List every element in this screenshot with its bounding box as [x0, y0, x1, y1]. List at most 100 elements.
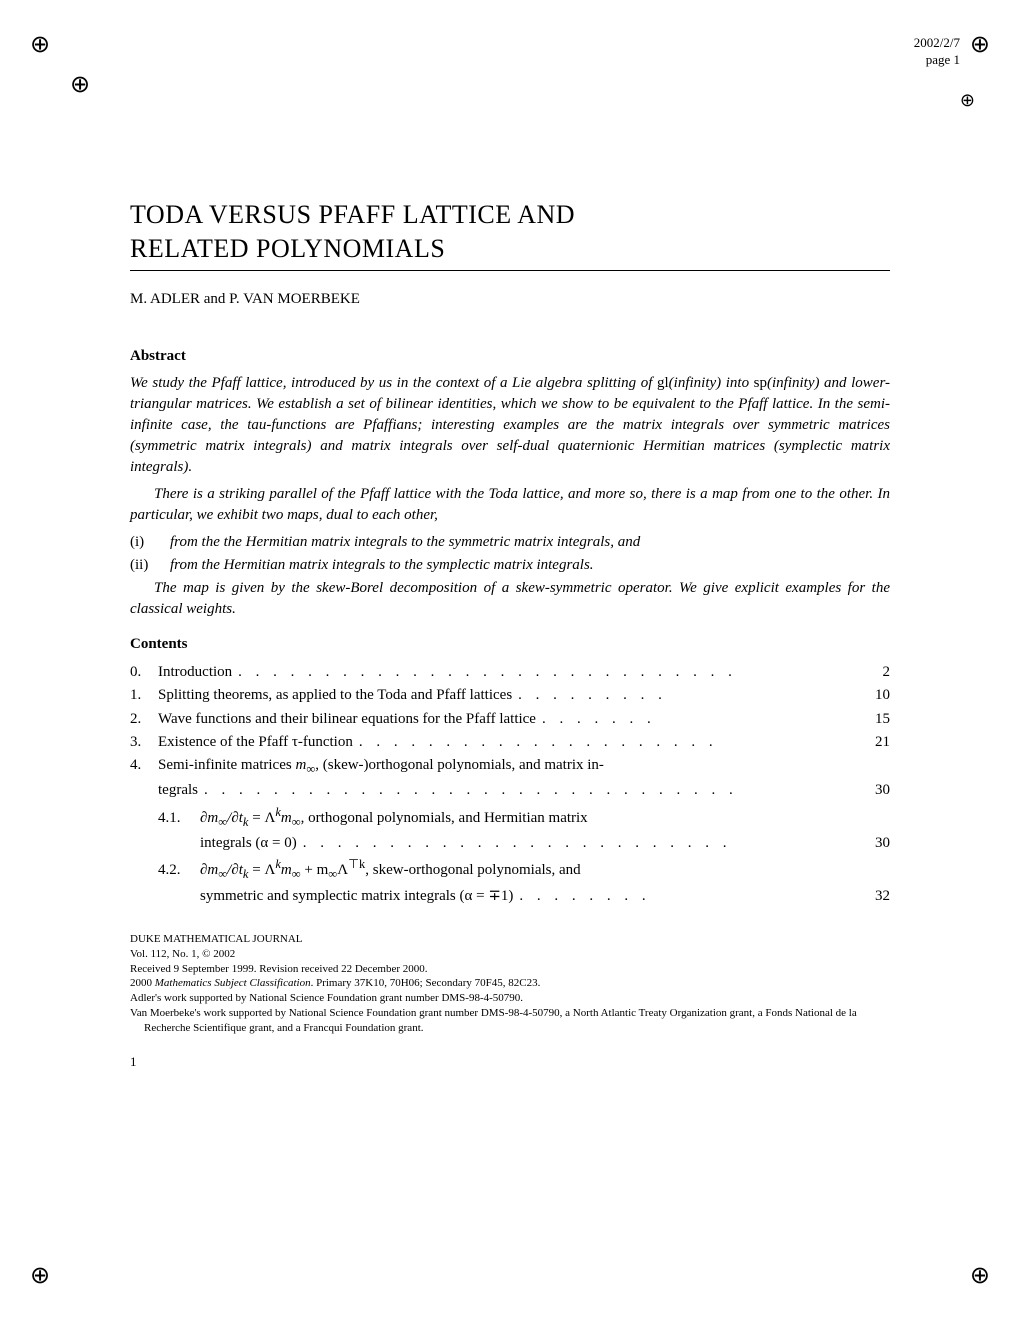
abstract-item-ii: (ii) from the Hermitian matrix integrals…: [130, 555, 890, 576]
t42h: ∞: [292, 867, 301, 881]
toc-row-4-1: 4.1. ∂m∞/∂tk = Λkm∞, orthogonal polynomi…: [130, 803, 890, 832]
abstract-item-ii-text: from the Hermitian matrix integrals to t…: [170, 555, 594, 576]
toc-dots: . . . . . . . . . . . . . . . . . . . . …: [303, 832, 854, 855]
toc-num-4: 4.: [130, 754, 158, 777]
abstract-p1-b: (infinity) into: [669, 375, 754, 391]
crop-mark-br: ⊕: [970, 1261, 990, 1290]
t41h: ∞: [292, 815, 301, 829]
footer-l2: Vol. 112, No. 1, © 2002: [130, 947, 890, 962]
abstract-p1: We study the Pfaff lattice, introduced b…: [130, 373, 890, 478]
t42k: Λ: [337, 862, 348, 878]
abstract-item-i-label: (i): [130, 532, 170, 553]
toc-label-3: Existence of the Pfaff τ-function: [158, 731, 359, 754]
page-number: 1: [130, 1054, 890, 1070]
footer-l6: Van Moerbeke's work supported by Nationa…: [130, 1006, 890, 1036]
crop-page-label: page 1: [914, 52, 960, 69]
abstract-body: We study the Pfaff lattice, introduced b…: [130, 373, 890, 526]
t42c: /∂t: [227, 862, 243, 878]
toc-page-4: 30: [854, 779, 890, 802]
toc-4-d: , (skew-)orthogonal polynomials, and mat…: [315, 757, 604, 773]
footer-l4: 2000 Mathematics Subject Classification.…: [130, 976, 890, 991]
toc-dots: . . . . . . .: [542, 708, 854, 731]
abstract-p1-a: We study the Pfaff lattice, introduced b…: [130, 375, 657, 391]
t42m: , skew-orthogonal polynomials, and: [365, 862, 580, 878]
footer-l4c: . Primary 37K10, 70H06; Secondary 70F45,…: [311, 977, 541, 989]
toc-num-2: 2.: [130, 708, 158, 731]
toc-page-0: 2: [854, 661, 890, 684]
toc-dots: . . . . . . . . . . . . . . . . . . . . …: [359, 731, 854, 754]
abstract-p3: The map is given by the skew-Borel decom…: [130, 578, 890, 620]
journal-footer: DUKE MATHEMATICAL JOURNAL Vol. 112, No. …: [130, 932, 890, 1036]
abstract-p1-sp: sp: [754, 375, 767, 391]
toc-label-0: Introduction: [158, 661, 238, 684]
toc-label-4-cont: tegrals: [158, 779, 204, 802]
crop-mark-bl: ⊕: [30, 1261, 50, 1290]
crop-date: 2002/2/7: [914, 35, 960, 52]
t41a: ∂m: [200, 810, 218, 826]
toc-num-0: 0.: [130, 661, 158, 684]
footer-l4b: Mathematics Subject Classification: [155, 977, 311, 989]
toc-dots: . . . . . . . . . . . . . . . . . . . . …: [204, 779, 854, 802]
toc-4-b: m: [295, 757, 306, 773]
abstract-item-i-text: from the the Hermitian matrix integrals …: [170, 532, 640, 553]
t42b: ∞: [218, 867, 227, 881]
toc-page-4-1: 30: [854, 832, 890, 855]
abstract-p2: There is a striking parallel of the Pfaf…: [130, 484, 890, 526]
toc-row-2: 2. Wave functions and their bilinear equ…: [130, 708, 890, 731]
t42e: = Λ: [248, 862, 275, 878]
abstract-list: (i) from the the Hermitian matrix integr…: [130, 532, 890, 576]
crop-mark-tl2: ⊕: [70, 70, 90, 99]
toc-label-4-2-cont: symmetric and symplectic matrix integral…: [200, 885, 519, 908]
toc-label-4-1: ∂m∞/∂tk = Λkm∞, orthogonal polynomials, …: [200, 803, 594, 832]
toc-label-2: Wave functions and their bilinear equati…: [158, 708, 542, 731]
t41c: /∂t: [227, 810, 243, 826]
crop-mark-tr2: ⊕: [960, 90, 975, 111]
t41i: , orthogonal polynomials, and Hermitian …: [301, 810, 588, 826]
t42j: ∞: [328, 867, 337, 881]
footer-l5: Adler's work supported by National Scien…: [130, 991, 890, 1006]
t42a: ∂m: [200, 862, 218, 878]
abstract-item-i: (i) from the the Hermitian matrix integr…: [130, 532, 890, 553]
abstract-p3-wrap: The map is given by the skew-Borel decom…: [130, 578, 890, 620]
toc-dots: . . . . . . . .: [519, 885, 854, 908]
toc-label-1: Splitting theorems, as applied to the To…: [158, 684, 518, 707]
toc-row-0: 0. Introduction . . . . . . . . . . . . …: [130, 661, 890, 684]
footer-l3: Received 9 September 1999. Revision rece…: [130, 962, 890, 977]
abstract-item-ii-label: (ii): [130, 555, 170, 576]
toc-page-2: 15: [854, 708, 890, 731]
t41b: ∞: [218, 815, 227, 829]
toc-row-3: 3. Existence of the Pfaff τ-function . .…: [130, 731, 890, 754]
toc-row-4-cont: tegrals . . . . . . . . . . . . . . . . …: [158, 779, 890, 802]
toc-row-4: 4. Semi-infinite matrices m∞, (skew-)ort…: [130, 754, 890, 779]
abstract-p1-gl: gl: [657, 375, 669, 391]
toc-label-4-2: ∂m∞/∂tk = Λkm∞ + m∞Λ⊤k, skew-orthogonal …: [200, 855, 587, 884]
toc-page-4-2: 32: [854, 885, 890, 908]
paper-title-line2: RELATED POLYNOMIALS: [130, 234, 890, 264]
toc-page-1: 10: [854, 684, 890, 707]
toc-label-4-1-cont: integrals (α = 0): [200, 832, 303, 855]
page-content: TODA VERSUS PFAFF LATTICE AND RELATED PO…: [0, 0, 1020, 1130]
toc-num-3: 3.: [130, 731, 158, 754]
t42g: m: [281, 862, 292, 878]
toc-subnum-4-1: 4.1.: [158, 807, 200, 830]
footer-l4a: 2000: [130, 977, 155, 989]
t41g: m: [281, 810, 292, 826]
toc-row-4-1-cont: integrals (α = 0) . . . . . . . . . . . …: [200, 832, 890, 855]
t42i: + m: [301, 862, 329, 878]
toc-4-a: Semi-infinite matrices: [158, 757, 295, 773]
footer-l1: DUKE MATHEMATICAL JOURNAL: [130, 932, 890, 947]
toc-num-1: 1.: [130, 684, 158, 707]
crop-mark-tl: ⊕: [30, 30, 50, 59]
t41e: = Λ: [248, 810, 275, 826]
toc-4-c: ∞: [306, 762, 315, 776]
title-rule: [130, 270, 890, 271]
toc-row-4-2: 4.2. ∂m∞/∂tk = Λkm∞ + m∞Λ⊤k, skew-orthog…: [130, 855, 890, 884]
toc-subnum-4-2: 4.2.: [158, 859, 200, 882]
t42l: ⊤k: [348, 857, 365, 871]
toc-row-4-2-cont: symmetric and symplectic matrix integral…: [200, 885, 890, 908]
abstract-heading: Abstract: [130, 348, 890, 365]
toc-page-3: 21: [854, 731, 890, 754]
crop-date-block: 2002/2/7 page 1: [914, 35, 960, 69]
contents-heading: Contents: [130, 636, 890, 653]
toc-dots: . . . . . . . . .: [518, 684, 854, 707]
